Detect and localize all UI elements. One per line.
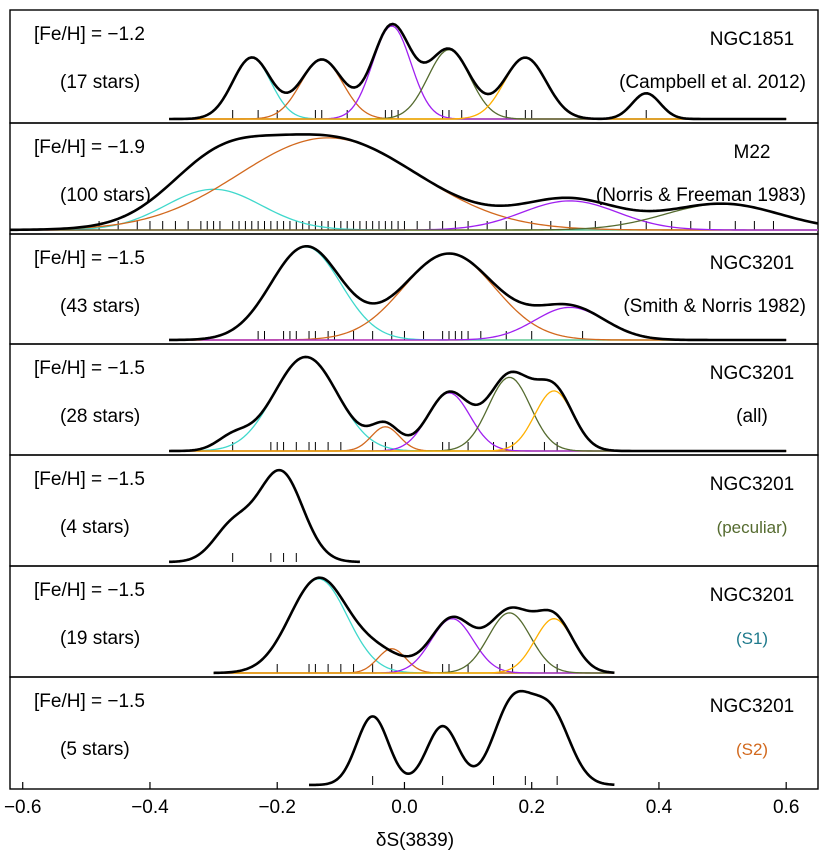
panel-2: [Fe/H] = −1.9 (100 stars) M22 (Norris & Fre…: [9, 122, 819, 235]
cluster-label: NGC3201: [710, 696, 795, 717]
nstars-label: (4 stars): [60, 517, 130, 538]
nstars-label: (100 stars): [60, 185, 151, 206]
nstars-label: (17 stars): [60, 72, 140, 93]
total-kde-curve: [213, 576, 615, 675]
metallicity-label: [Fe/H] = −1.9: [34, 137, 145, 158]
component-curve-purple: [169, 392, 787, 452]
cluster-label: M22: [734, 142, 771, 163]
x-tick-label: 0.0: [391, 797, 417, 818]
total-kde-curve: [169, 468, 360, 564]
panels-group: [Fe/H] = −1.2 (17 stars) NGC1851 (Campbell …: [9, 9, 819, 790]
total-kde-curve: [169, 355, 787, 453]
x-tick-label: −0.2: [258, 797, 296, 818]
panel-6: [Fe/H] = −1.5 (19 stars) NGC3201 (S1): [9, 565, 819, 678]
component-curve-orange: [169, 426, 787, 452]
panel-5: [Fe/H] = −1.5 (4 stars) NGC3201 (peculiar): [9, 454, 819, 567]
metallicity-label: [Fe/H] = −1.5: [34, 580, 145, 601]
panel-frame: [9, 676, 819, 790]
x-axis: −0.6 −0.4 −0.2 0.0 0.2 0.4 0.6: [4, 782, 799, 818]
cluster-sublabel: (Smith & Norris 1982): [623, 296, 806, 317]
component-curve-gold: [213, 618, 615, 674]
cluster-label: NGC3201: [710, 474, 795, 495]
total-kde-curve: [309, 689, 615, 787]
component-curve-cyan: [213, 578, 615, 674]
cluster-sublabel: (S2): [736, 740, 768, 759]
metallicity-label: [Fe/H] = −1.5: [34, 358, 145, 379]
x-tick-label: −0.6: [4, 797, 42, 818]
panel-3: [Fe/H] = −1.5 (43 stars) NGC3201 (Smith & N…: [9, 233, 819, 345]
cluster-label: NGC1851: [710, 29, 795, 50]
nstars-label: (19 stars): [60, 628, 140, 649]
cluster-sublabel: (all): [736, 406, 768, 427]
x-tick-label: 0.4: [646, 797, 673, 818]
x-axis-label: δS(3839): [376, 830, 454, 851]
x-tick-label: 0.2: [518, 797, 544, 818]
cluster-label: NGC3201: [710, 585, 795, 606]
panel-4: [Fe/H] = −1.5 (28 stars) NGC3201 (all): [9, 343, 819, 456]
x-tick-label: 0.6: [773, 797, 799, 818]
cluster-label: NGC3201: [710, 253, 795, 274]
total-kde-curve: [169, 22, 787, 121]
cluster-sublabel: (S1): [736, 629, 768, 648]
metallicity-label: [Fe/H] = −1.5: [34, 691, 145, 712]
cluster-sublabel: (Norris & Freeman 1983): [596, 185, 806, 206]
component-curve-cyan: [169, 246, 787, 341]
cluster-sublabel: (Campbell et al. 2012): [619, 72, 806, 93]
metallicity-label: [Fe/H] = −1.5: [34, 469, 145, 490]
total-kde-curve: [169, 244, 787, 342]
metallicity-label: [Fe/H] = −1.2: [34, 24, 145, 45]
component-curve-olive: [213, 612, 615, 674]
cluster-sublabel: (peculiar): [717, 518, 788, 537]
component-curve-olive: [10, 203, 819, 231]
component-curve-gold: [169, 390, 787, 452]
metallicity-label: [Fe/H] = −1.5: [34, 248, 145, 269]
x-tick-label: −0.4: [131, 797, 169, 818]
nstars-label: (28 stars): [60, 406, 140, 427]
panel-1: [Fe/H] = −1.2 (17 stars) NGC1851 (Campbell …: [9, 9, 819, 124]
cluster-label: NGC3201: [710, 363, 795, 384]
component-curve-orange: [213, 648, 615, 674]
panel-7: [Fe/H] = −1.5 (5 stars) NGC3201 (S2): [9, 676, 819, 790]
nstars-label: (43 stars): [60, 296, 140, 317]
nstars-label: (5 stars): [60, 739, 130, 760]
total-kde-curve: [9, 133, 819, 232]
